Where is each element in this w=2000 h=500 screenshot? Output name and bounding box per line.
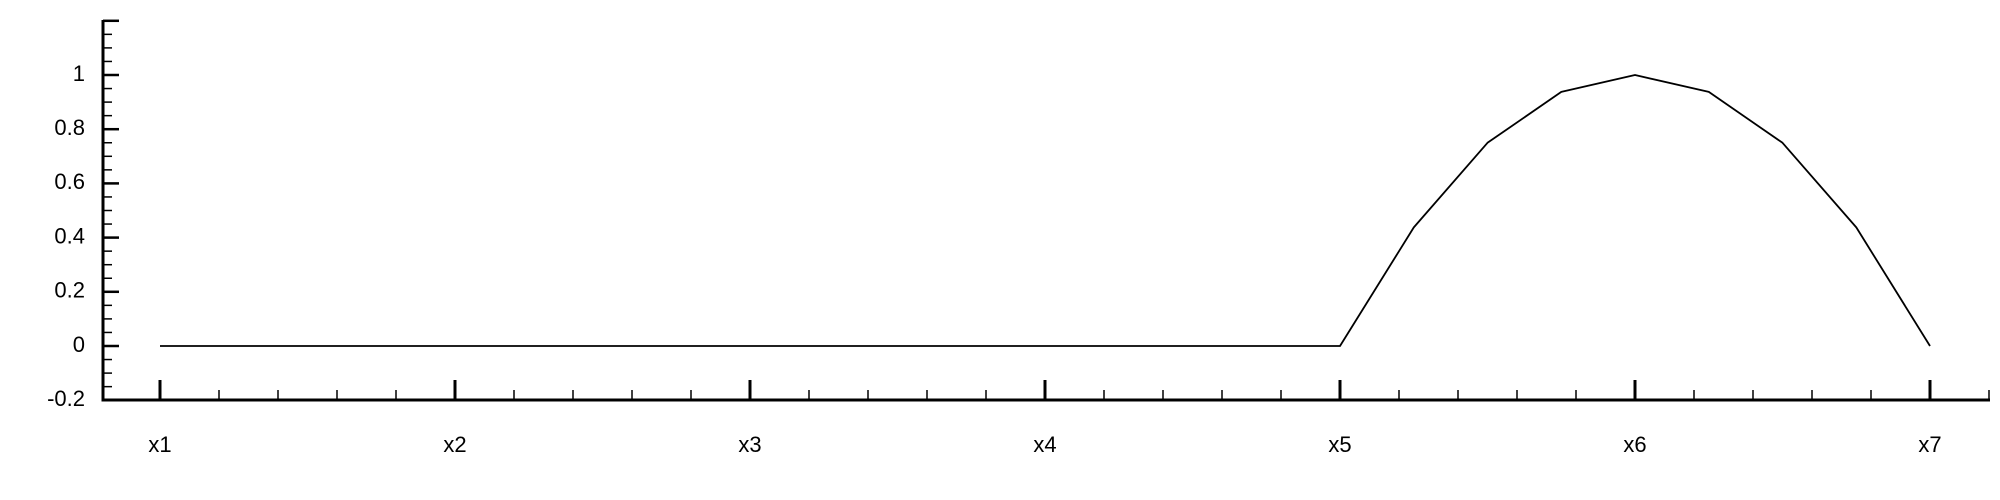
data-point: [1338, 344, 1342, 348]
x-tick-label: x2: [443, 432, 466, 457]
data-point: [1781, 141, 1785, 145]
axes: [101, 20, 1990, 402]
x-tick-label: x6: [1623, 432, 1646, 457]
x-axis-ticks: x1 x2 x3 x4 x5 x6 x7: [148, 380, 1990, 457]
data-point: [1854, 225, 1858, 229]
data-point: [158, 344, 162, 348]
data-point: [1043, 344, 1047, 348]
x-tick-label: x7: [1918, 432, 1941, 457]
data-point: [748, 344, 752, 348]
data-point: [1412, 225, 1416, 229]
x-tick-label: x4: [1033, 432, 1056, 457]
y-tick-label: 1: [73, 61, 85, 86]
data-point: [1486, 141, 1490, 145]
y-tick-label: 0.2: [54, 278, 85, 303]
series-group: [158, 73, 1932, 348]
series-line: [160, 74, 1931, 347]
y-tick-label: 0.8: [54, 115, 85, 140]
x-tick-label: x3: [738, 432, 761, 457]
y-tick-label: 0.6: [54, 169, 85, 194]
data-point: [1633, 73, 1637, 77]
x-tick-label: x5: [1328, 432, 1351, 457]
y-tick-label: -0.2: [47, 386, 85, 411]
y-tick-label: 0.4: [54, 223, 85, 248]
data-point: [1928, 344, 1932, 348]
y-axis-ticks: 1 0.8 0.6 0.4 0.2 0 -0.2: [47, 19, 119, 411]
data-point: [453, 344, 457, 348]
data-point: [1707, 90, 1711, 94]
y-tick-label: 0: [73, 332, 85, 357]
data-point: [1559, 90, 1563, 94]
x-tick-label: x1: [148, 432, 171, 457]
